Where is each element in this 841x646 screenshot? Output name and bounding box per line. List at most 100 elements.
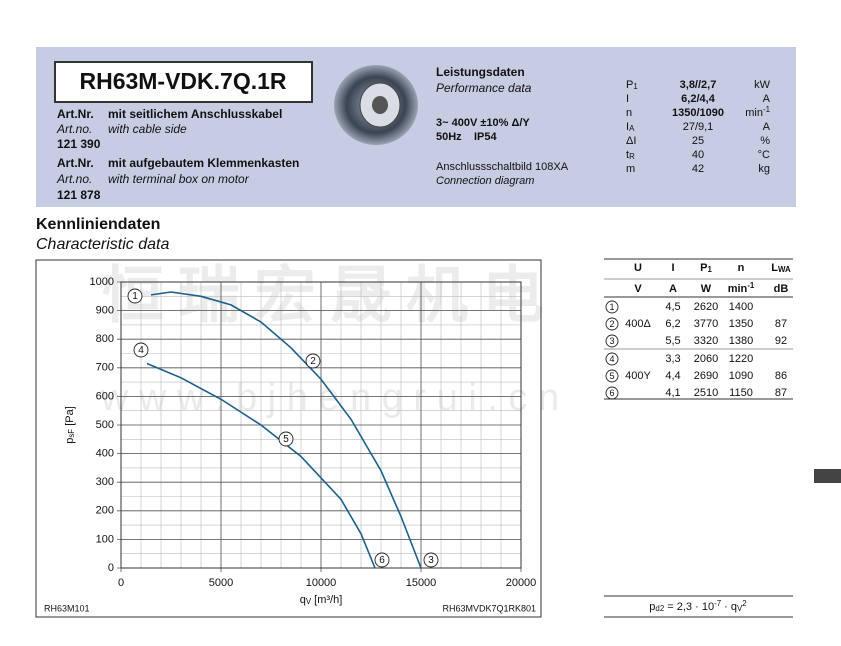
rich-part: m [626, 163, 635, 175]
x-tick-label: 15000 [406, 577, 437, 589]
rich-part: q [300, 594, 306, 606]
rich-part: I [626, 93, 629, 105]
label: Art.no. [56, 122, 92, 136]
label-circle [423, 552, 439, 568]
y-tick-label: 300 [96, 476, 114, 488]
label-circle [127, 288, 143, 304]
curve-label: 6 [379, 555, 385, 566]
rich-part: 1 [707, 265, 712, 274]
table-cell: 400Δ [625, 318, 651, 330]
number: 121 390 [57, 137, 101, 151]
table-cell: 3,3 [665, 353, 680, 365]
x-axis-label: qV [m³/h] [300, 594, 343, 607]
diagram: Anschlussschaltbild 108XA [436, 161, 569, 173]
rich-part: -1 [747, 281, 755, 290]
y-tick-label: 600 [96, 390, 114, 402]
frequency: 50Hz [436, 131, 462, 143]
rich-part: ΔI [626, 135, 636, 147]
table-cell: 3770 [694, 318, 718, 330]
table-cell: 4,5 [665, 301, 680, 313]
rich-part: d2 [655, 604, 664, 613]
rich-part: kg [758, 163, 770, 175]
spec-unit: kW [754, 79, 771, 91]
label-circle [605, 334, 619, 348]
rich-part: [m³/h] [311, 594, 342, 606]
table-header: n [738, 262, 745, 274]
curve-label: 3 [609, 336, 614, 346]
rich-part: p [64, 438, 76, 444]
rich-part: [Pa] [64, 406, 76, 429]
diagram-en: Connection diagram [436, 175, 534, 187]
y-tick-label: 0 [108, 562, 114, 574]
x-tick-label: 10000 [306, 577, 337, 589]
rich-part: -7 [714, 599, 721, 608]
title-box [54, 61, 313, 103]
table-cell: 1150 [729, 387, 753, 399]
table-cell: 4,1 [665, 387, 680, 399]
x-tick-label: 0 [118, 577, 124, 589]
rich-part: WA [778, 265, 791, 274]
spec-unit: °C [758, 149, 770, 161]
spec-value: 27/9,1 [683, 121, 714, 133]
spec-unit: kg [758, 163, 770, 175]
spec-unit: A [763, 121, 771, 133]
table-cell: 87 [775, 318, 787, 330]
table-cell: 1220 [729, 353, 753, 365]
table-unit: dB [774, 283, 789, 295]
rich-part: p [649, 601, 655, 613]
chart-code: RH63M101 [44, 603, 90, 613]
chart-frame [35, 259, 542, 618]
y-tick-label: 700 [96, 362, 114, 374]
table-header: I [671, 262, 674, 274]
rich-part: A [763, 121, 771, 133]
rich-part: A [763, 93, 771, 105]
rich-part: V [306, 597, 312, 606]
table-cell: 1400 [729, 301, 753, 313]
label-circle [605, 300, 619, 314]
table-header: LWA [771, 262, 791, 275]
label: Art.no. [56, 172, 92, 186]
text: mit aufgebautem Klemmenkasten [108, 156, 299, 170]
spec-value: 42 [692, 163, 704, 175]
label-circle [605, 386, 619, 400]
rich-part: R [629, 152, 635, 161]
rich-part: min [728, 283, 748, 295]
y-tick-label: 900 [96, 305, 114, 317]
y-tick-label: 100 [96, 533, 114, 545]
spec-symbol: I [626, 93, 629, 105]
table-header: U [634, 262, 642, 274]
rich-part: U [634, 262, 642, 274]
curve-label: 4 [609, 354, 614, 364]
rich-part: V [737, 604, 743, 613]
number: 121 878 [57, 188, 101, 202]
rich-part: V [634, 283, 642, 295]
rich-part: P [626, 79, 633, 91]
label-circle [605, 317, 619, 331]
y-tick-label: 500 [96, 419, 114, 431]
rich-part: 2 [742, 599, 746, 608]
table-cell: 1350 [729, 318, 753, 330]
table-cell: 400Y [625, 370, 651, 382]
curve-label: 5 [283, 434, 289, 445]
rich-part: W [701, 283, 712, 295]
formula: pd2 = 2,3 · 10-7 · qV2 [649, 599, 746, 614]
table-cell: 86 [775, 370, 787, 382]
rich-part: = 2,3 · 10 [664, 601, 714, 613]
label-circle [374, 552, 390, 568]
curve-label: 6 [609, 388, 614, 398]
rich-part: -1 [763, 105, 771, 114]
label-circle [605, 352, 619, 366]
page-tab [814, 469, 841, 483]
rich-part: % [760, 135, 770, 147]
label: Art.Nr. [57, 156, 94, 170]
spec-symbol: m [626, 163, 635, 175]
table-cell: 3320 [694, 335, 718, 347]
table-unit: W [701, 283, 712, 295]
label-circle [278, 431, 294, 447]
table-unit: A [669, 283, 677, 295]
curve-label: 4 [138, 345, 144, 356]
label-circle [305, 353, 321, 369]
rich-part: min [745, 107, 763, 119]
spec-unit: A [763, 93, 771, 105]
voltage: 3~ 400V ±10% Δ/Y [436, 117, 530, 129]
